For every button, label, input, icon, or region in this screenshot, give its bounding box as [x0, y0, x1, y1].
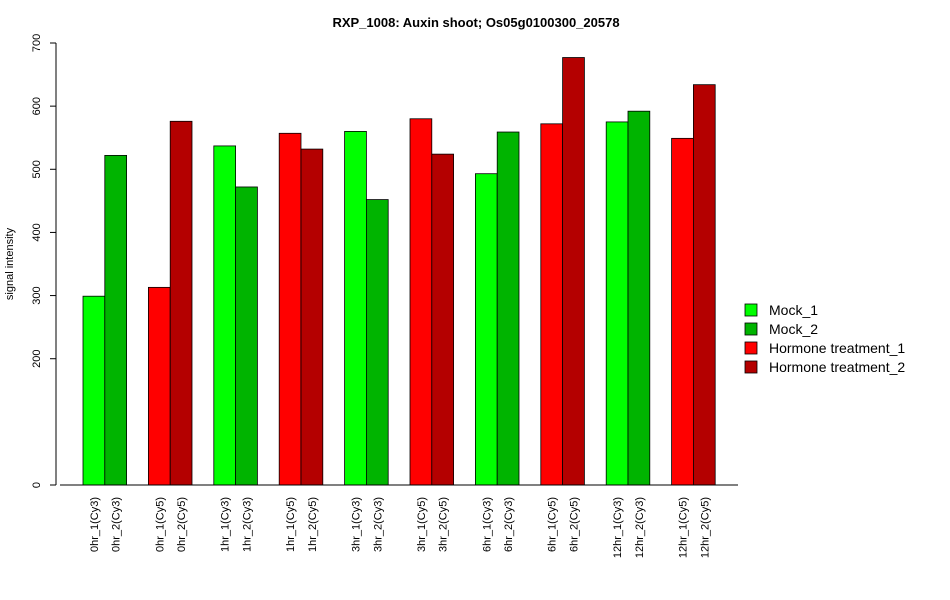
x-tick-label: 3hr_1(Cy5) [416, 497, 428, 552]
bar [409, 118, 433, 486]
bar [104, 154, 128, 486]
x-tick-label: 0hr_1(Cy3) [89, 497, 101, 552]
x-tick-label: 1hr_1(Cy5) [285, 497, 297, 552]
legend: Mock_1 Mock_2 Hormone treatment_1 Hormone t… [744, 302, 905, 375]
y-tick-label: 700 [31, 34, 43, 52]
x-tick-label: 6hr_2(Cy5) [569, 497, 581, 552]
bar [278, 132, 302, 486]
bar [540, 123, 563, 486]
bar [365, 199, 389, 486]
bar [627, 110, 651, 486]
bar [474, 173, 498, 486]
bar [431, 153, 454, 486]
bar [213, 145, 237, 486]
x-tick-label: 0hr_1(Cy5) [154, 497, 166, 552]
y-tick-label: 200 [31, 350, 43, 368]
x-tick-label: 0hr_2(Cy3) [111, 497, 123, 552]
bar [300, 148, 324, 486]
x-axis-labels: 0hr_1(Cy3) 0hr_2(Cy3) 0hr_1(Cy5) 0hr_2(Cy5)… [89, 497, 711, 558]
x-tick-label: 1hr_2(Cy5) [307, 497, 319, 552]
legend-label: Hormone treatment_1 [769, 340, 905, 356]
y-tick-label: 300 [31, 286, 43, 304]
chart-title: RXP_1008: Auxin shoot; Os05g0100300_2057… [332, 15, 619, 30]
y-tick-label: 600 [31, 97, 43, 115]
x-tick-label: 12hr_2(Cy5) [699, 497, 711, 558]
x-tick-label: 1hr_1(Cy3) [220, 497, 232, 552]
bar [169, 120, 193, 486]
legend-swatch [744, 303, 758, 317]
bar [82, 295, 106, 486]
bar [147, 286, 171, 486]
x-tick-label: 12hr_2(Cy3) [634, 497, 646, 558]
x-tick-label: 12hr_1(Cy3) [612, 497, 624, 558]
x-tick-label: 6hr_1(Cy5) [547, 497, 559, 552]
bar [235, 186, 258, 486]
legend-label: Hormone treatment_2 [769, 359, 905, 375]
legend-swatch [744, 322, 758, 336]
bar [605, 121, 629, 486]
bar [496, 131, 520, 486]
legend-label: Mock_1 [769, 302, 818, 318]
y-tick-label: 0 [31, 482, 43, 488]
bar [562, 57, 585, 486]
bar [693, 84, 716, 486]
bar [671, 137, 694, 486]
x-tick-label: 6hr_2(Cy3) [503, 497, 515, 552]
y-tick-label: 500 [31, 160, 43, 178]
legend-swatch [744, 360, 758, 374]
x-tick-label: 3hr_2(Cy3) [372, 497, 384, 552]
y-axis: 0 200 300 400 500 600 700 [31, 34, 57, 488]
legend-swatch [744, 341, 758, 355]
x-tick-label: 12hr_1(Cy5) [678, 497, 690, 558]
x-tick-label: 3hr_2(Cy5) [438, 497, 450, 552]
legend-label: Mock_2 [769, 321, 818, 337]
x-tick-label: 1hr_2(Cy3) [242, 497, 254, 552]
y-axis-label: signal intensity [4, 227, 16, 300]
x-tick-label: 3hr_1(Cy3) [351, 497, 363, 552]
y-tick-label: 400 [31, 223, 43, 241]
x-tick-label: 6hr_1(Cy3) [481, 497, 493, 552]
bars-layer [82, 57, 716, 486]
bar [344, 130, 367, 486]
x-tick-label: 0hr_2(Cy5) [176, 497, 188, 552]
